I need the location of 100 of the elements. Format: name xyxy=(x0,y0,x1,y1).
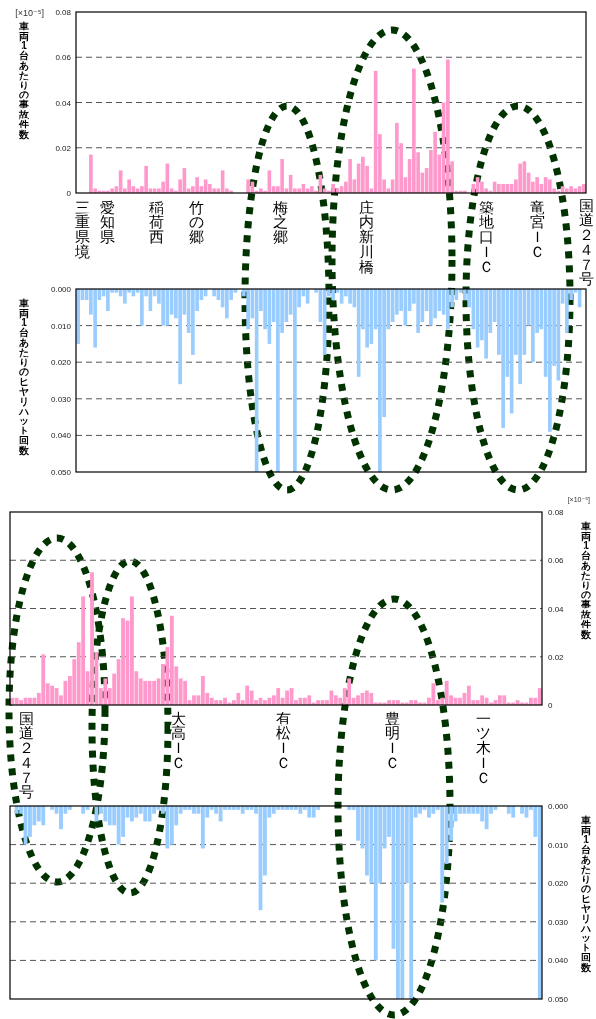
bar xyxy=(276,289,280,472)
bar xyxy=(361,156,365,193)
bar xyxy=(212,188,216,193)
bar xyxy=(548,179,552,193)
bar xyxy=(471,806,476,814)
y-tick-label: 0 xyxy=(66,189,72,198)
text: 梅之郷 xyxy=(271,198,288,246)
y-tick-label: 0.02 xyxy=(55,143,72,153)
bar xyxy=(535,177,539,193)
y-tick-label: 0.020 xyxy=(50,358,72,368)
bar xyxy=(466,685,471,705)
bar xyxy=(293,289,297,472)
bar xyxy=(347,678,352,705)
text: 稲荷西 xyxy=(148,198,164,246)
bar xyxy=(298,806,303,814)
bar xyxy=(192,695,196,705)
bar xyxy=(103,806,108,822)
bar xyxy=(200,676,205,705)
bar xyxy=(365,289,369,348)
text: 車両1台あたりの事故件数 xyxy=(19,20,29,140)
bar xyxy=(110,188,114,193)
bar xyxy=(178,289,182,385)
bar xyxy=(518,163,522,193)
bar xyxy=(169,615,174,705)
bar xyxy=(502,695,507,705)
bar xyxy=(548,289,552,432)
bar xyxy=(431,683,436,705)
bar xyxy=(218,806,223,822)
bar xyxy=(396,806,400,999)
text: 国道２４７号 xyxy=(18,709,34,801)
y-tick-label: 0.050 xyxy=(548,995,569,1004)
text: 車両1台あたりのヒヤリハット回数 xyxy=(581,814,591,973)
bar xyxy=(416,289,420,333)
bar xyxy=(169,806,174,845)
y-tick-label: 0.08 xyxy=(548,508,565,517)
y-tick-label: 0.000 xyxy=(548,802,569,811)
bar xyxy=(90,572,94,705)
y-tick-label: 0.010 xyxy=(50,321,72,331)
bar xyxy=(565,188,569,193)
bar xyxy=(140,289,144,326)
text: 竹の郷 xyxy=(188,198,204,246)
y-tick-label: 0.06 xyxy=(55,53,72,63)
bar xyxy=(147,806,152,822)
bar xyxy=(134,806,139,818)
bar xyxy=(246,179,250,193)
bar xyxy=(466,806,471,814)
y-tick-label: 0.020 xyxy=(548,879,569,889)
bar xyxy=(192,806,196,814)
bar xyxy=(245,685,250,705)
bar xyxy=(369,692,374,705)
bar xyxy=(311,806,316,818)
bar xyxy=(165,806,170,849)
text: 愛知県 xyxy=(99,198,115,246)
bar xyxy=(152,680,156,705)
bar xyxy=(497,183,501,193)
bar xyxy=(501,289,505,429)
bar xyxy=(14,806,19,814)
y-tick-label: 0.02 xyxy=(548,652,565,662)
bar xyxy=(480,695,485,705)
bar xyxy=(409,806,414,999)
bar xyxy=(310,186,314,193)
bar xyxy=(81,596,86,705)
bar xyxy=(348,159,352,193)
bar xyxy=(50,685,55,705)
bar xyxy=(331,289,335,300)
bar xyxy=(127,179,131,193)
bar xyxy=(41,806,46,826)
bar xyxy=(511,806,516,818)
bar xyxy=(121,618,125,705)
text: 車両1台あたりのヒヤリハット回数 xyxy=(19,297,29,456)
bar xyxy=(271,806,276,814)
y-tick-label: 0.040 xyxy=(50,431,72,441)
bar xyxy=(143,806,148,822)
bar xyxy=(123,289,127,304)
bar xyxy=(195,177,199,193)
bar xyxy=(249,690,254,705)
y-tick-label: 0.04 xyxy=(548,604,565,614)
text: 築地口ＩＣ xyxy=(477,198,494,275)
y-tick-label: 0.010 xyxy=(548,840,569,850)
bar xyxy=(81,806,86,814)
bar xyxy=(400,806,405,999)
bar xyxy=(89,154,93,193)
bar xyxy=(565,289,569,333)
bar xyxy=(144,165,148,193)
bar xyxy=(41,654,46,705)
bar xyxy=(130,806,134,822)
bar xyxy=(208,183,212,193)
bar xyxy=(429,289,433,326)
y-tick-label: 0 xyxy=(548,701,553,710)
bar xyxy=(143,680,148,705)
bar xyxy=(307,806,312,818)
y-tick-label: 0.04 xyxy=(55,98,72,108)
bar xyxy=(191,289,195,355)
y-tick-label: 0.040 xyxy=(548,956,569,966)
bar xyxy=(147,680,152,705)
bar xyxy=(518,289,522,385)
bar xyxy=(446,289,450,330)
y-tick-label: 0.050 xyxy=(50,468,72,477)
bar xyxy=(280,159,284,193)
y-tick-label: 0.08 xyxy=(55,8,72,17)
